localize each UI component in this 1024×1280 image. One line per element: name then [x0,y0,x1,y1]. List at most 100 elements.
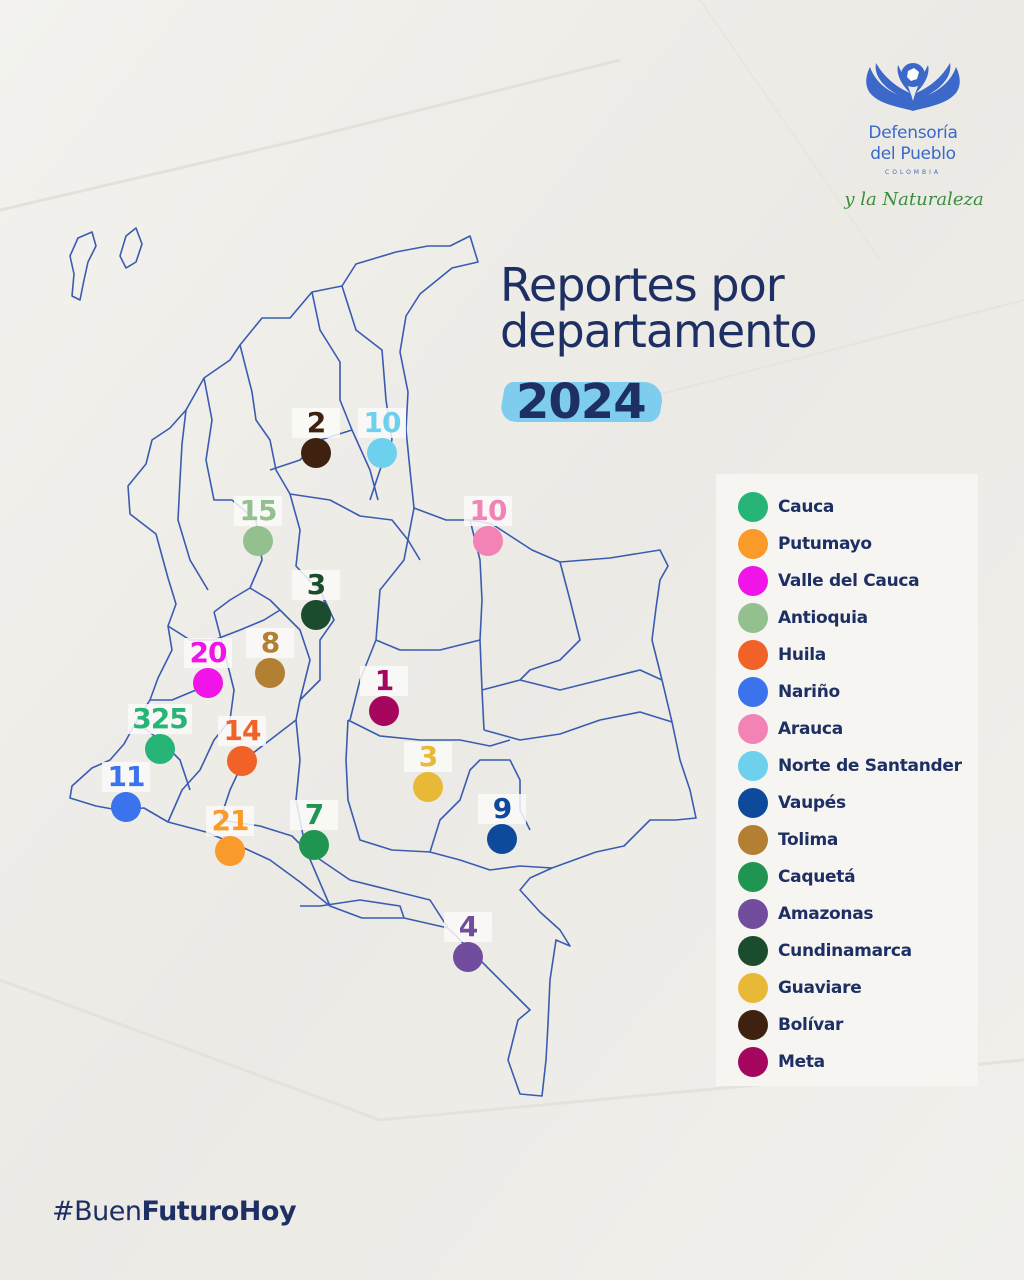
legend-color-dot [738,1047,768,1077]
map-marker: 7 [282,800,346,864]
marker-value: 4 [458,910,478,943]
logo-tagline: y la Naturaleza [844,189,984,210]
map-marker: 20 [176,638,240,702]
marker-label-box [358,408,406,438]
legend-item: Cundinamarca [738,936,978,968]
legend-color-dot [738,529,768,559]
marker-value: 14 [223,714,262,747]
marker-label-box [290,800,338,830]
title-line1: Reportes por [500,258,785,312]
marker-dot [215,836,245,866]
marker-value: 20 [189,636,228,669]
legend-item: Bolívar [738,1010,978,1042]
marker-label-box [478,794,526,824]
legend-color-dot [738,862,768,892]
marker-dot [301,438,331,468]
marker-value: 11 [107,760,146,793]
doves-emblem-icon [866,63,960,111]
marker-dot [145,734,175,764]
legend-color-dot [738,825,768,855]
legend-color-dot [738,1010,768,1040]
map-marker: 8 [238,628,302,692]
marker-value: 1 [374,664,394,697]
marker-dot [367,438,397,468]
marker-label-box [464,496,512,526]
marker-value: 10 [363,406,402,439]
legend-item: Putumayo [738,529,978,561]
title-line2: departamento [500,304,817,358]
legend-item: Cauca [738,492,978,524]
legend-item: Arauca [738,714,978,746]
marker-value: 3 [306,568,326,601]
legend-label: Bolívar [778,1015,844,1035]
legend-color-dot [738,492,768,522]
marker-dot [111,792,141,822]
marker-value: 7 [304,798,324,831]
legend-item: Meta [738,1047,978,1079]
legend-item: Caquetá [738,862,978,894]
marker-value: 325 [132,702,188,735]
marker-label-box [128,704,192,734]
page-title: Reportes por departamento [500,262,920,354]
legend-item: Valle del Cauca [738,566,978,598]
legend-color-dot [738,899,768,929]
legend-item: Antioquia [738,603,978,635]
legend-label: Valle del Cauca [778,571,920,591]
marker-value: 10 [469,494,508,527]
legend-item: Vaupés [738,788,978,820]
legend-label: Vaupés [778,793,846,813]
map-marker: 10 [456,496,520,560]
defensoria-logo: Defensoría del Pueblo COLOMBIA y la Natu… [840,55,990,225]
legend-item: Huila [738,640,978,672]
legend-color-dot [738,677,768,707]
legend-label: Cundinamarca [778,941,912,961]
legend-item: Tolima [738,825,978,857]
marker-dot [369,696,399,726]
map-marker: 3 [284,570,348,634]
map-marker: 21 [198,806,262,870]
country-outline [69,235,697,1097]
legend-item: Amazonas [738,899,978,931]
marker-dot [299,830,329,860]
year-text: 2024 [516,374,647,430]
marker-dot [487,824,517,854]
legend-label: Guaviare [778,978,862,998]
marker-value: 9 [492,792,512,825]
marker-dot [243,526,273,556]
legend-color-dot [738,640,768,670]
legend-color-dot [738,566,768,596]
legend-label: Nariño [778,682,840,702]
legend-label: Tolima [778,830,839,850]
marker-label-box [206,806,254,836]
hashtag-bold: FuturoHoy [141,1196,297,1227]
legend-item: Nariño [738,677,978,709]
legend-item: Norte de Santander [738,751,978,783]
hashtag-prefix: #Buen [52,1196,142,1227]
marker-dot [255,658,285,688]
marker-label-box [292,570,340,600]
legend-label: Putumayo [778,534,872,554]
marker-label-box [404,742,452,772]
marker-dot [473,526,503,556]
marker-label-box [218,716,266,746]
legend-label: Antioquia [778,608,868,628]
logo-country: COLOMBIA [885,169,941,176]
map-marker: 15 [226,496,290,560]
marker-dot [193,668,223,698]
marker-label-box [184,638,232,668]
marker-label-box [102,762,150,792]
legend-color-dot [738,751,768,781]
map-marker: 4 [436,912,500,976]
logo-name-line2: del Pueblo [870,144,956,164]
logo-name-line1: Defensoría [868,123,958,143]
marker-value: 3 [418,740,438,773]
legend-label: Huila [778,645,826,665]
legend-label: Arauca [778,719,843,739]
marker-value: 8 [260,626,280,659]
map-marker: 1 [352,666,416,730]
legend-color-dot [738,714,768,744]
marker-value: 15 [239,494,278,527]
legend-color-dot [738,936,768,966]
marker-label-box [234,496,282,526]
